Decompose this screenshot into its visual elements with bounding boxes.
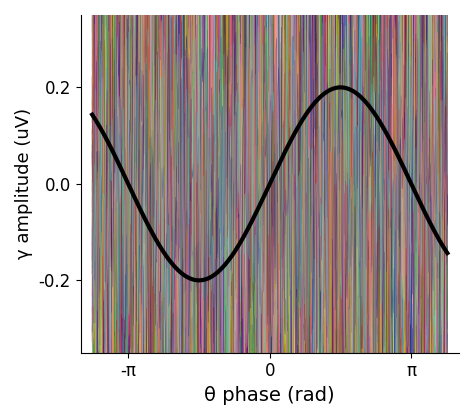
Y-axis label: γ amplitude (uV): γ amplitude (uV) [15, 108, 33, 260]
X-axis label: θ phase (rad): θ phase (rad) [204, 386, 335, 405]
